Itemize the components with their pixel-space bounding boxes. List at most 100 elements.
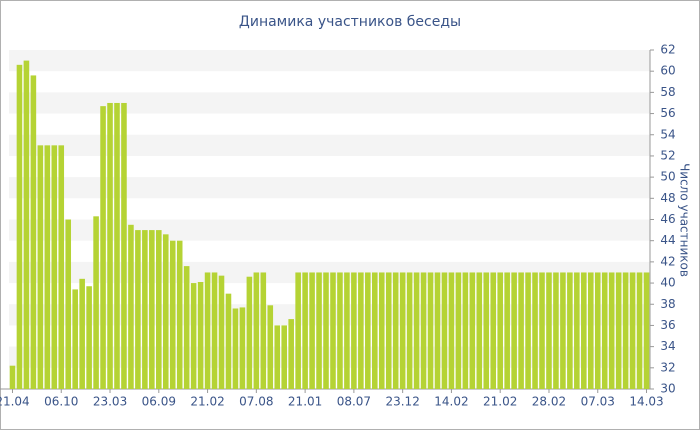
bar <box>190 283 197 389</box>
grid-band <box>9 346 650 368</box>
bar <box>51 145 58 389</box>
y-tick-label: 38 <box>660 297 675 311</box>
bar <box>483 272 490 389</box>
bar <box>587 272 594 389</box>
bar <box>511 272 517 389</box>
bar <box>448 272 455 389</box>
bar <box>121 102 127 389</box>
bar <box>385 272 392 389</box>
bar <box>399 272 406 389</box>
bar <box>615 272 622 389</box>
bar <box>420 272 427 389</box>
bar <box>260 272 267 389</box>
bar <box>267 305 274 389</box>
bar <box>288 319 294 389</box>
bar <box>469 272 476 389</box>
bar <box>323 272 329 389</box>
y-tick-label: 54 <box>660 127 675 141</box>
bar <box>246 276 253 389</box>
x-tick-label: 28.02 <box>532 395 566 409</box>
bar <box>330 272 336 389</box>
bar <box>114 102 120 389</box>
bar <box>197 282 204 389</box>
y-tick-label: 40 <box>660 276 675 290</box>
bar <box>253 272 260 389</box>
bar <box>107 102 113 389</box>
bar <box>86 286 92 389</box>
bar <box>37 145 44 389</box>
bar <box>58 145 65 389</box>
bar <box>211 272 218 389</box>
bar <box>392 272 399 389</box>
bar <box>281 325 287 389</box>
bar <box>427 272 434 389</box>
x-tick-label: 14.02 <box>434 395 468 409</box>
bar <box>532 272 538 389</box>
y-axis-label: Число участников <box>678 163 692 277</box>
bar <box>629 272 636 389</box>
bar <box>204 272 211 389</box>
x-tick-label: 07.08 <box>239 395 273 409</box>
bar <box>574 272 580 389</box>
bar <box>142 230 148 389</box>
x-tick-label: 14.03 <box>629 395 663 409</box>
bar <box>351 272 357 389</box>
x-tick-label: 06.09 <box>142 395 176 409</box>
bar <box>232 308 239 389</box>
y-tick-label: 32 <box>660 360 675 374</box>
bar <box>16 64 23 390</box>
bar <box>553 272 559 389</box>
bar <box>560 272 566 389</box>
bar <box>462 272 469 389</box>
bar <box>413 272 420 389</box>
bar <box>567 272 573 389</box>
bar <box>581 272 587 389</box>
bar <box>337 272 343 389</box>
bar <box>455 272 462 389</box>
bar <box>295 272 301 389</box>
bar <box>128 224 134 389</box>
grid-band <box>9 177 650 199</box>
grid-band <box>9 219 650 241</box>
bar <box>546 272 552 389</box>
bar <box>65 219 72 389</box>
bar <box>156 230 162 389</box>
grid-band <box>9 92 650 114</box>
grid-band <box>9 50 650 72</box>
chart-title: Динамика участников беседы <box>239 14 461 30</box>
bar <box>441 272 448 389</box>
bar <box>100 106 106 389</box>
bar <box>378 272 385 389</box>
bar <box>149 230 155 389</box>
bar <box>601 272 608 389</box>
bar <box>239 307 246 389</box>
bar <box>225 293 232 389</box>
y-tick-label: 52 <box>660 148 675 162</box>
bar <box>518 272 524 389</box>
y-tick-label: 42 <box>660 254 675 268</box>
bar <box>434 272 441 389</box>
y-tick-label: 36 <box>660 318 675 332</box>
x-tick-label: 23.03 <box>93 395 127 409</box>
bar <box>316 272 322 389</box>
bar <box>497 272 503 389</box>
bar <box>594 272 601 389</box>
bar <box>643 272 650 389</box>
x-tick-label: 07.03 <box>581 395 615 409</box>
y-tick-label: 30 <box>660 382 675 396</box>
bar <box>636 272 643 389</box>
y-tick-label: 60 <box>660 64 675 78</box>
bar <box>274 325 281 389</box>
x-tick-label: 21.04 <box>0 395 30 409</box>
x-tick-label: 21.02 <box>483 395 517 409</box>
y-tick-label: 46 <box>660 212 675 226</box>
bar <box>525 272 531 389</box>
y-tick-label: 58 <box>660 85 675 99</box>
bar <box>309 272 315 389</box>
grid-band <box>9 304 650 326</box>
bar <box>372 272 378 389</box>
bar <box>23 60 30 389</box>
y-tick-label: 48 <box>660 191 675 205</box>
bar <box>358 272 364 389</box>
